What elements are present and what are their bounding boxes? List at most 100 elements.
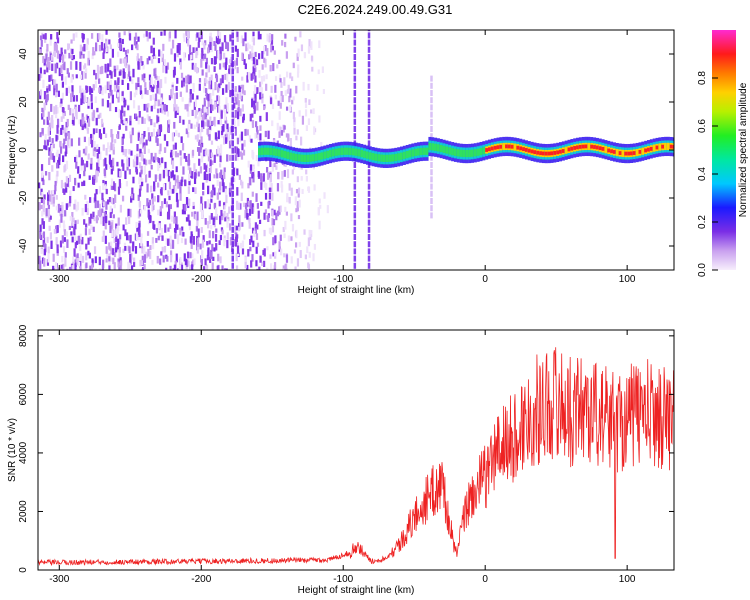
heatmap-cell [59, 240, 63, 248]
heatmap-cell [89, 265, 92, 270]
heatmap-cell [173, 99, 176, 108]
heatmap-cell [219, 155, 222, 163]
heatmap-cell [527, 148, 531, 153]
heatmap-cell [286, 169, 290, 179]
heatmap-cell [170, 48, 173, 55]
heatmap-cell [127, 261, 130, 270]
heatmap-cell [298, 241, 301, 247]
heatmap-cell [470, 149, 474, 157]
heatmap-cell [61, 92, 65, 101]
heatmap-cell [302, 81, 305, 91]
heatmap-cell [98, 33, 101, 40]
heatmap-cell [182, 232, 185, 237]
snr-y-label: SNR (10 * v/v) [7, 418, 18, 482]
heatmap-cell [209, 149, 212, 159]
heatmap-cell [496, 145, 500, 150]
heatmap-cell [282, 227, 285, 233]
heatmap-cell [56, 244, 59, 254]
heatmap-cell [114, 80, 117, 88]
heatmap-cell [430, 97, 433, 104]
heatmap-cell [210, 74, 213, 81]
heatmap-cell [117, 261, 120, 268]
heatmap-cell [90, 157, 93, 165]
heatmap-cell [322, 89, 325, 94]
heatmap-cell [661, 144, 665, 149]
heatmap-cell [241, 76, 244, 81]
heatmap-cell [285, 106, 289, 111]
heatmap-cell [292, 153, 296, 161]
heatmap-cell [236, 168, 239, 176]
heatmap-cell [244, 63, 247, 70]
heatmap-cell [519, 146, 523, 151]
heatmap-cell [242, 202, 246, 207]
heatmap-cell [430, 154, 433, 161]
heatmap-cell [112, 146, 115, 155]
heatmap-cell [170, 215, 174, 222]
heatmap-cell [47, 204, 51, 210]
heatmap-cell [187, 31, 190, 40]
heatmap-cell [353, 54, 357, 60]
heatmap-cell [43, 139, 47, 149]
heatmap-cell [270, 43, 273, 53]
heatmap-cell [236, 148, 240, 154]
heatmap-cell [268, 227, 272, 234]
heatmap-cell [159, 209, 162, 217]
heatmap-cell [239, 108, 242, 117]
heatmap-cell [90, 224, 93, 231]
heatmap-cell [137, 61, 140, 70]
heatmap-cell [251, 119, 255, 128]
heatmap-cell [137, 77, 140, 83]
heatmap-cell [300, 136, 303, 146]
heatmap-cell [225, 194, 228, 204]
heatmap-cell [189, 91, 192, 97]
heatmap-cell [576, 145, 580, 150]
heatmap-cell [173, 216, 176, 224]
heatmap-cell [278, 241, 281, 250]
heatmap-cell [141, 94, 144, 99]
heatmap-cell [229, 89, 232, 98]
heatmap-cell [71, 113, 75, 121]
heatmap-cell [111, 165, 115, 171]
heatmap-cell [231, 226, 234, 233]
heatmap-cell [140, 239, 143, 247]
heatmap-cell [317, 153, 321, 161]
heatmap-cell [262, 249, 265, 256]
heatmap-cell [48, 190, 51, 195]
heatmap-cell [83, 163, 86, 172]
heatmap-cell [159, 163, 162, 168]
heatmap-cell [66, 68, 69, 75]
heatmap-cell [294, 153, 298, 162]
heatmap-cell [185, 197, 189, 205]
heatmap-cell [102, 127, 106, 134]
heatmap-cell [110, 184, 113, 190]
heatmap-cell [331, 149, 335, 157]
heatmap-cell [113, 183, 117, 192]
heatmap-cell [96, 200, 100, 208]
heatmap-cell [81, 46, 84, 51]
heatmap-cell [109, 44, 112, 50]
heatmap-cell [62, 143, 65, 149]
heatmap-cell [231, 183, 234, 190]
heatmap-cell [74, 236, 77, 242]
heatmap-cell [65, 145, 68, 154]
heatmap-cell [92, 178, 96, 185]
heatmap-cell [136, 227, 139, 235]
heatmap-cell [208, 230, 211, 239]
heatmap-cell [246, 264, 249, 270]
heatmap-cell [120, 110, 123, 120]
heatmap-cell [243, 234, 246, 240]
heatmap-cell [139, 172, 142, 181]
heatmap-cell [112, 143, 115, 150]
heatmap-cell [171, 132, 175, 142]
heatmap-cell [150, 118, 153, 126]
heatmap-cell [92, 47, 95, 56]
heatmap-cell [77, 261, 81, 267]
heatmap-cell [430, 111, 433, 118]
heatmap-cell [124, 246, 127, 251]
heatmap-cell [218, 83, 221, 89]
heatmap-cell [191, 253, 194, 259]
heatmap-cell [430, 82, 433, 89]
heatmap-cell [319, 204, 322, 209]
heatmap-cell [246, 213, 249, 220]
heatmap-cell [137, 117, 140, 125]
